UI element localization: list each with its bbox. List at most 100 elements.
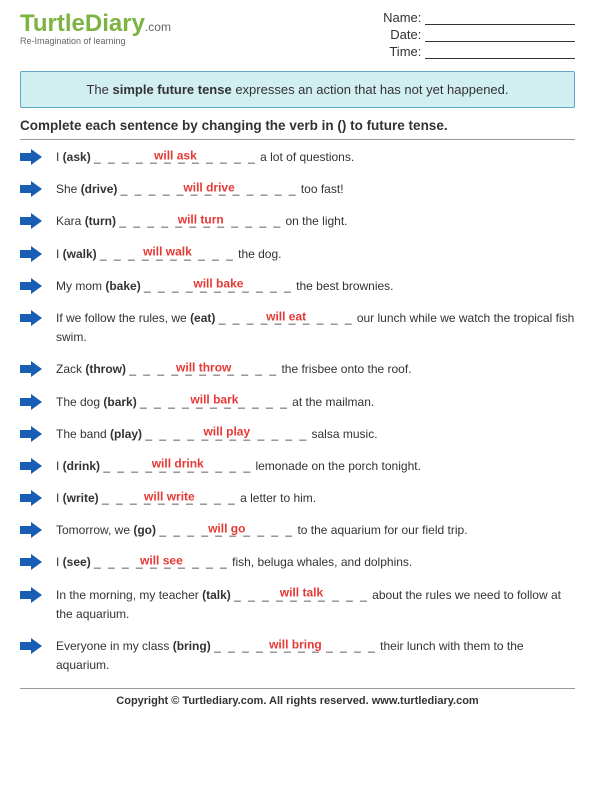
meta-blank-line: [425, 45, 575, 59]
question-pre: I: [56, 150, 63, 164]
question-text: The band (play) _ _ _ _ _ _ _ _ _ _ _ _w…: [56, 425, 378, 444]
question-post: at the mailman.: [289, 395, 374, 409]
meta-fields: Name: Date: Time:: [383, 10, 575, 61]
header: TurtleDiary.com Re-Imagination of learni…: [20, 10, 575, 61]
arrow-icon: [20, 587, 42, 603]
question-post: salsa music.: [308, 427, 377, 441]
arrow-icon: [20, 361, 42, 377]
question-pre: My mom: [56, 279, 105, 293]
question-text: I (drink) _ _ _ _ _ _ _ _ _ _ _will drin…: [56, 457, 421, 476]
question-pre: In the morning, my teacher: [56, 588, 202, 602]
blank-wrap: _ _ _ _ _ _ _ _ _ _ _ _will play: [145, 425, 308, 444]
arrow-icon: [20, 394, 42, 410]
question-verb: (drive): [81, 182, 118, 196]
meta-row: Date:: [383, 27, 575, 42]
question-verb: (play): [110, 427, 142, 441]
question-post: lemonade on the porch tonight.: [252, 459, 421, 473]
question-post: fish, beluga whales, and dolphins.: [229, 555, 412, 569]
answer-text: will see: [140, 552, 183, 571]
answer-text: will ask: [154, 146, 197, 165]
arrow-icon: [20, 426, 42, 442]
answer-text: will go: [208, 519, 245, 538]
question-text: In the morning, my teacher (talk) _ _ _ …: [56, 586, 575, 624]
arrow-icon: [20, 246, 42, 262]
answer-text: will drive: [183, 178, 234, 197]
blank-wrap: _ _ _ _ _ _ _ _ _ _will go: [159, 521, 294, 540]
blank-wrap: _ _ _ _ _ _ _ _ _ _will see: [94, 553, 229, 572]
question-text: Everyone in my class (bring) _ _ _ _ _ _…: [56, 637, 575, 675]
arrow-icon: [20, 278, 42, 294]
question-text: I (ask) _ _ _ _ _ _ _ _ _ _ _ _will ask …: [56, 148, 354, 167]
question-pre: Kara: [56, 214, 85, 228]
instructions: Complete each sentence by changing the v…: [20, 118, 575, 133]
blank-wrap: _ _ _ _ _ _ _ _ _ _ _ _will turn: [119, 212, 282, 231]
arrow-icon: [20, 522, 42, 538]
question-post: too fast!: [298, 182, 344, 196]
blank-wrap: _ _ _ _ _ _ _ _ _ _will eat: [219, 309, 354, 328]
question-pre: The dog: [56, 395, 103, 409]
question-pre: Zack: [56, 362, 85, 376]
logo-suffix: .com: [145, 20, 171, 34]
meta-row: Time:: [383, 44, 575, 59]
answer-text: will bring: [269, 635, 322, 654]
question-row: Zack (throw) _ _ _ _ _ _ _ _ _ _ _will t…: [20, 360, 575, 379]
question-pre: She: [56, 182, 81, 196]
question-verb: (go): [133, 523, 156, 537]
meta-blank-line: [425, 28, 575, 42]
question-verb: (bake): [105, 279, 140, 293]
answer-text: will turn: [178, 210, 224, 229]
question-verb: (turn): [85, 214, 116, 228]
question-post: a letter to him.: [237, 491, 316, 505]
answer-text: will bark: [190, 391, 238, 410]
footer: Copyright © Turtlediary.com. All rights …: [20, 688, 575, 707]
question-post: the dog.: [235, 247, 282, 261]
blank-wrap: _ _ _ _ _ _ _ _ _ _ _ _will ask: [94, 148, 257, 167]
question-row: I (see) _ _ _ _ _ _ _ _ _ _will see fish…: [20, 553, 575, 572]
question-text: I (walk) _ _ _ _ _ _ _ _ _ _will walk th…: [56, 245, 282, 264]
question-row: My mom (bake) _ _ _ _ _ _ _ _ _ _ _will …: [20, 277, 575, 296]
question-verb: (drink): [63, 459, 100, 473]
arrow-icon: [20, 490, 42, 506]
blank-wrap: _ _ _ _ _ _ _ _ _ _ _will drink: [103, 457, 252, 476]
question-verb: (walk): [63, 247, 97, 261]
question-row: I (ask) _ _ _ _ _ _ _ _ _ _ _ _will ask …: [20, 148, 575, 167]
meta-label: Name:: [383, 10, 421, 25]
question-pre: I: [56, 459, 63, 473]
logo-part1: Turtle: [20, 10, 85, 37]
question-row: The dog (bark) _ _ _ _ _ _ _ _ _ _ _will…: [20, 393, 575, 412]
question-post: to the aquarium for our field trip.: [294, 523, 467, 537]
question-row: The band (play) _ _ _ _ _ _ _ _ _ _ _ _w…: [20, 425, 575, 444]
arrow-icon: [20, 458, 42, 474]
question-text: Tomorrow, we (go) _ _ _ _ _ _ _ _ _ _wil…: [56, 521, 468, 540]
arrow-icon: [20, 181, 42, 197]
answer-text: will eat: [266, 307, 306, 326]
question-text: Zack (throw) _ _ _ _ _ _ _ _ _ _ _will t…: [56, 360, 412, 379]
blank-wrap: _ _ _ _ _ _ _ _ _ _will talk: [234, 586, 369, 605]
question-row: She (drive) _ _ _ _ _ _ _ _ _ _ _ _ _wil…: [20, 180, 575, 199]
question-post: the best brownies.: [293, 279, 394, 293]
meta-label: Time:: [389, 44, 421, 59]
question-text: She (drive) _ _ _ _ _ _ _ _ _ _ _ _ _wil…: [56, 180, 344, 199]
blank-wrap: _ _ _ _ _ _ _ _ _ _ _will bark: [140, 393, 289, 412]
answer-text: will play: [203, 423, 250, 442]
blank-wrap: _ _ _ _ _ _ _ _ _ _will write: [102, 489, 237, 508]
answer-text: will drink: [152, 455, 204, 474]
question-pre: The band: [56, 427, 110, 441]
question-verb: (bark): [103, 395, 136, 409]
question-verb: (eat): [190, 311, 215, 325]
question-row: I (walk) _ _ _ _ _ _ _ _ _ _will walk th…: [20, 245, 575, 264]
question-verb: (bring): [173, 639, 211, 653]
question-pre: If we follow the rules, we: [56, 311, 190, 325]
arrow-icon: [20, 149, 42, 165]
info-post: expresses an action that has not yet hap…: [232, 82, 509, 97]
arrow-icon: [20, 638, 42, 654]
question-row: Everyone in my class (bring) _ _ _ _ _ _…: [20, 637, 575, 675]
question-verb: (see): [63, 555, 91, 569]
question-row: Kara (turn) _ _ _ _ _ _ _ _ _ _ _ _will …: [20, 212, 575, 231]
logo: TurtleDiary.com Re-Imagination of learni…: [20, 10, 171, 46]
blank-wrap: _ _ _ _ _ _ _ _ _ _ _ _ _will drive: [121, 180, 298, 199]
question-verb: (talk): [202, 588, 231, 602]
answer-text: will write: [144, 487, 195, 506]
question-text: The dog (bark) _ _ _ _ _ _ _ _ _ _ _will…: [56, 393, 374, 412]
question-pre: I: [56, 491, 63, 505]
